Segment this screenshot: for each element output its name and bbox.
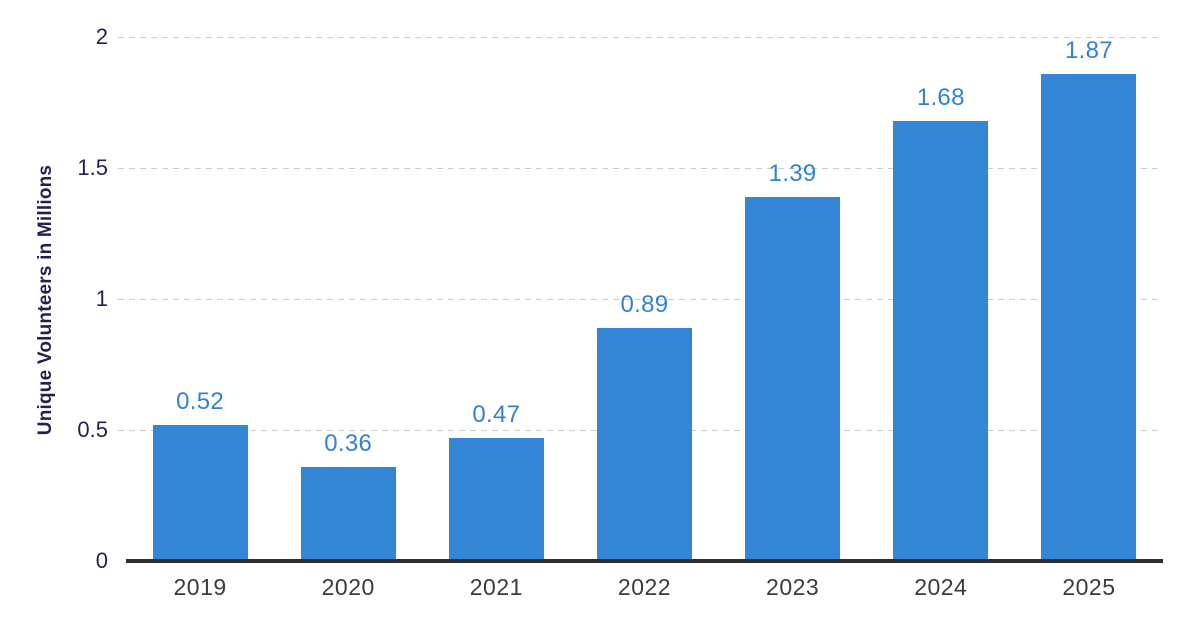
bar-value-label: 0.47 [472,400,521,428]
x-axis-label: 2024 [914,574,968,600]
bar-value-label: 0.52 [176,387,225,415]
x-axis-label: 2020 [321,574,375,600]
bar-value-label: 0.36 [324,429,373,457]
gridline-2 [118,37,1163,38]
plot-area: 0.52 0.36 0.47 0.89 1.39 1.68 1.87 [118,37,1163,561]
x-axis-label: 2021 [469,574,523,600]
bars-container: 0.52 0.36 0.47 0.89 1.39 1.68 1.87 [126,37,1163,561]
bar-slot-2025: 1.87 [1015,37,1163,561]
bar-slot-2021: 0.47 [422,37,570,561]
bar-slot-2020: 0.36 [274,37,422,561]
y-tick-label: 0.5 [77,417,108,442]
bar-2024 [893,120,989,561]
y-tick-label: 1 [95,286,108,311]
bar-slot-2023: 1.39 [719,37,867,561]
bar-value-label: 1.87 [1064,37,1113,64]
y-tick-label: 1.5 [77,155,108,180]
x-axis-label: 2019 [173,574,227,600]
bar-slot-2022: 0.89 [570,37,718,561]
bar-slot-2019: 0.52 [126,37,274,561]
bar-2025 [1041,74,1137,561]
x-axis-labels: 2019 2020 2021 2022 2023 2024 2025 [126,574,1163,601]
gridline-1.5 [118,168,1163,169]
bar-2022 [596,327,692,561]
x-axis-label: 2022 [617,574,672,600]
y-tick-label: 0 [95,548,108,573]
bar-slot-2024: 1.68 [867,37,1015,561]
bar-2023 [745,196,841,561]
bar-value-label: 1.39 [768,159,817,187]
bar-2021 [448,437,544,561]
x-axis-label: 2025 [1062,574,1116,600]
bar-2020 [300,466,396,561]
x-axis-label: 2023 [766,574,820,600]
y-tick-label: 2 [95,24,108,49]
x-axis-line [126,559,1163,563]
bar-value-label: 0.89 [620,290,669,318]
bar-2019 [152,424,248,561]
bar-value-label: 1.68 [916,83,965,111]
gridline-1 [118,299,1163,300]
